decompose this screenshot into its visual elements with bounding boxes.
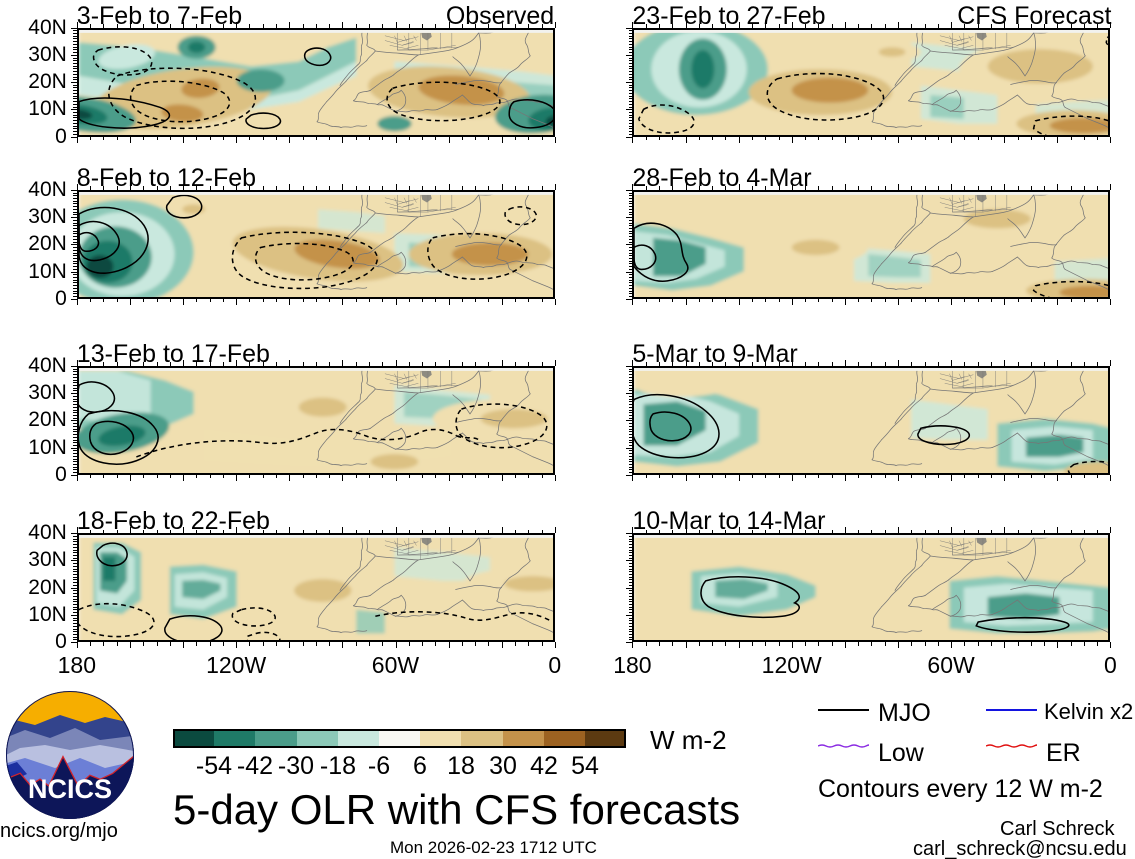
svg-text:NCICS: NCICS: [28, 774, 112, 804]
